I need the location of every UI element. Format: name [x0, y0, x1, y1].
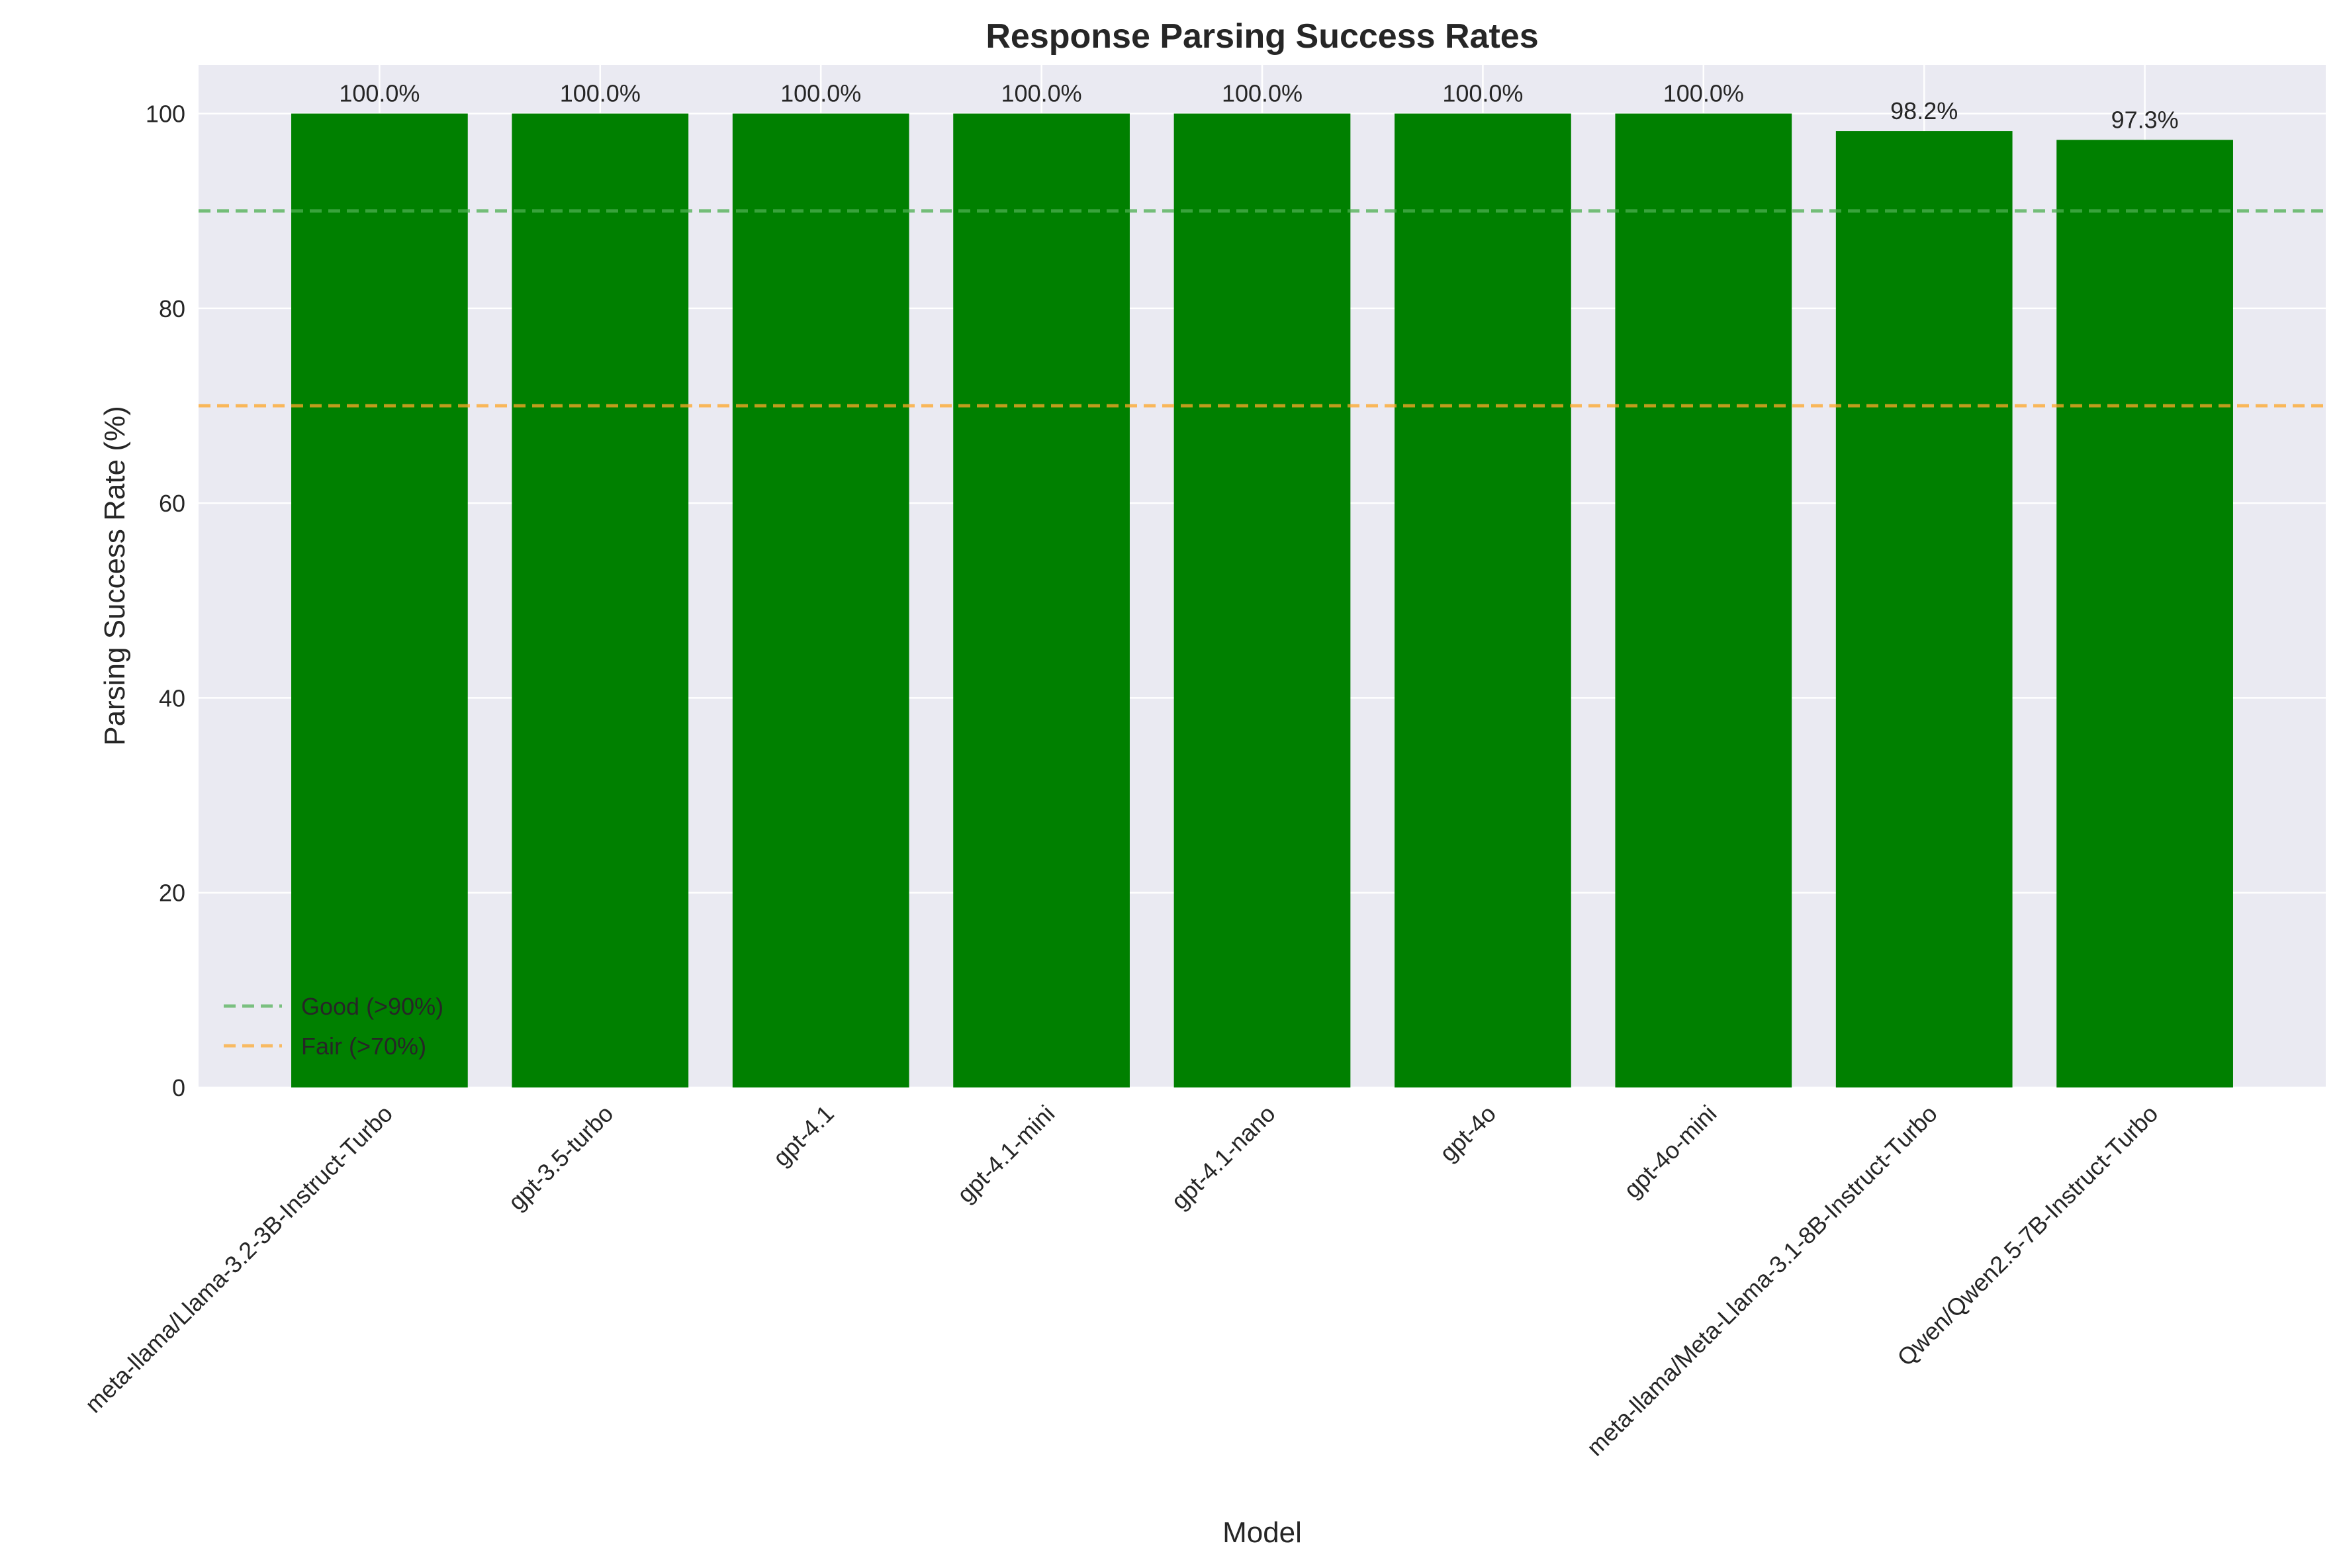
x-tick-label: Qwen/Qwen2.5-7B-Instruct-Turbo	[1892, 1100, 2163, 1371]
bar	[291, 113, 468, 1088]
data-label: 100.0%	[1442, 80, 1523, 107]
x-tick-label: gpt-4.1-nano	[1166, 1100, 1280, 1215]
x-tick-label: meta-llama/Meta-Llama-3.1-8B-Instruct-Tu…	[1581, 1100, 1943, 1461]
legend: Good (>90%) Fair (>70%)	[224, 993, 443, 1060]
y-tick-label: 20	[159, 880, 185, 907]
data-label: 98.2%	[1890, 97, 1958, 124]
reference-lines	[199, 209, 2326, 408]
data-label: 97.3%	[2111, 106, 2179, 133]
y-tick-label: 0	[172, 1074, 185, 1101]
data-label: 100.0%	[560, 80, 641, 107]
bar	[953, 113, 1130, 1088]
x-axis-ticks: meta-llama/Llama-3.2-3B-Instruct-Turbo gp…	[79, 1100, 2163, 1461]
x-tick-label: gpt-3.5-turbo	[503, 1100, 619, 1216]
data-label: 100.0%	[1001, 80, 1082, 107]
x-axis-label: Model	[1222, 1516, 1302, 1549]
bar	[512, 113, 689, 1088]
y-tick-label: 60	[159, 490, 185, 517]
data-label: 100.0%	[1222, 80, 1303, 107]
x-tick-label: gpt-4.1	[768, 1100, 839, 1172]
x-tick-label: meta-llama/Llama-3.2-3B-Instruct-Turbo	[79, 1100, 398, 1418]
bar	[2056, 140, 2233, 1087]
bar	[1395, 113, 1571, 1088]
bars	[291, 113, 2233, 1088]
chart-title: Response Parsing Success Rates	[986, 17, 1538, 56]
data-labels: 100.0% 100.0% 100.0% 100.0% 100.0% 100.0% 100.…	[339, 80, 2178, 134]
x-tick-label: gpt-4o	[1434, 1100, 1501, 1167]
y-tick-label: 100	[146, 101, 185, 128]
x-tick-label: gpt-4.1-mini	[952, 1100, 1060, 1208]
y-tick-label: 40	[159, 684, 185, 712]
y-tick-label: 80	[159, 295, 185, 322]
bar	[732, 113, 909, 1088]
x-tick-label: gpt-4o-mini	[1618, 1100, 1721, 1203]
data-label: 100.0%	[1663, 80, 1744, 107]
legend-fair-label: Fair (>70%)	[301, 1033, 426, 1060]
bar	[1835, 131, 2013, 1088]
legend-good-label: Good (>90%)	[301, 993, 443, 1020]
bar	[1173, 113, 1351, 1088]
bar	[1615, 113, 1792, 1088]
y-axis-ticks: 0 20 40 60 80 100	[146, 101, 185, 1101]
y-axis-label: Parsing Success Rate (%)	[99, 406, 131, 746]
data-label: 100.0%	[339, 80, 420, 107]
data-label: 100.0%	[780, 80, 861, 107]
